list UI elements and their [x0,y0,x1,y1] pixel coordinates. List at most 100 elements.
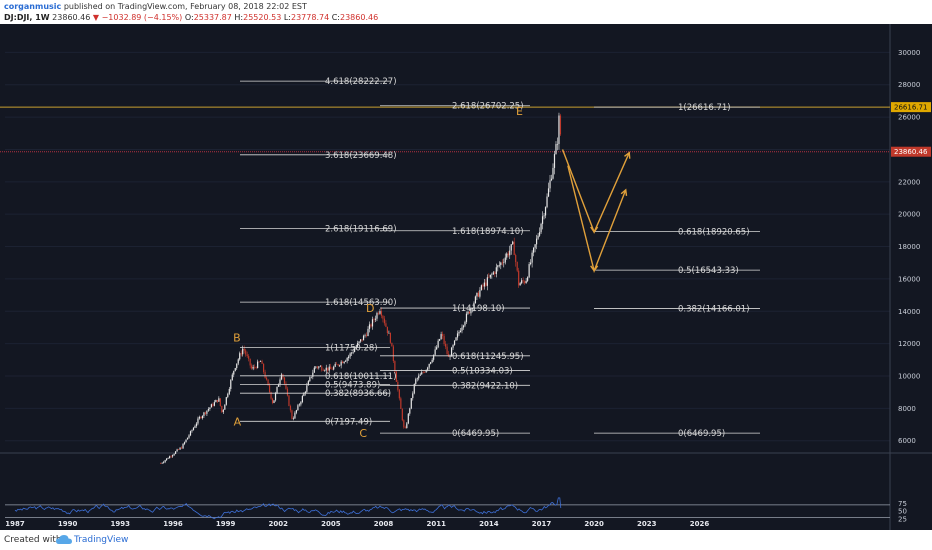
candle-body [215,399,217,403]
candle-body [310,376,312,378]
candle-body [512,241,514,245]
candle-body [450,347,453,357]
wave-labels: A B C D E [233,105,523,440]
fib-label: 0(6469.95) [452,429,499,439]
fib-label: 0.618(18920.65) [678,228,750,238]
candle-body [280,374,283,380]
fib-label: 2.618(19116.69) [325,224,397,234]
candle-body [325,367,327,371]
candle-body [307,381,309,386]
candle-body [336,363,338,365]
candle-body [289,405,292,411]
candle-body [265,377,268,380]
candle-body [444,343,447,347]
candle-body [164,460,166,463]
candle-body [295,410,298,413]
candle-body [534,244,536,248]
x-tick-label: 1993 [111,520,131,528]
candle-body [349,353,351,357]
price-chart[interactable]: 4.618(28222.27) 3.618(23669.48) 2.618(1911… [0,24,932,530]
candle-body [489,274,491,278]
price-tick-label: 14000 [898,308,920,316]
fib-label: 0.382(8936.66) [325,389,391,399]
candle-body [549,180,551,189]
candle-body [271,398,274,404]
candle-body [304,391,306,394]
candle-body [527,277,529,281]
candle-body [218,398,220,402]
candle-body [251,365,253,369]
candle-body [477,292,480,297]
candle-body [189,431,192,436]
candle-body [452,345,454,348]
candle-body [191,430,193,432]
candle-series [160,112,562,465]
candle-body [530,262,532,265]
candle-body [353,348,356,352]
x-tick-label: 1999 [216,520,236,528]
candle-body [200,416,202,419]
candle-body [371,319,374,327]
candle-body [279,379,281,385]
candle-body [430,362,432,364]
candle-body [506,253,508,258]
candle-body [404,427,406,429]
x-tick-label: 2026 [690,520,710,528]
candle-body [498,265,500,266]
candle-body [425,369,427,373]
candle-body [471,308,474,310]
fib-levels: 4.618(28222.27) 3.618(23669.48) 2.618(1911… [240,77,760,439]
candle-body [209,407,211,410]
price-tick-label: 10000 [898,372,920,380]
candle-body [237,359,239,364]
candle-body [230,380,232,389]
candle-body [331,369,333,370]
candle-body [382,315,384,319]
fib-label: 1.618(18974.10) [452,227,524,237]
candle-body [540,223,542,233]
candle-body [297,405,299,411]
fib-label: 0(6469.95) [678,429,725,439]
candle-body [519,283,521,286]
candle-body [424,372,426,373]
fib-label: 0.618(11245.95) [452,352,524,362]
candle-body [330,366,332,370]
candle-body [546,196,548,208]
candle-body [524,281,526,284]
candle-body [171,455,174,457]
candle-body [418,375,420,379]
candle-body [276,386,278,394]
candle-body [294,412,296,419]
candle-body [533,247,535,253]
candle-body [169,456,171,459]
candle-body [195,423,198,427]
close-value: 23860.46 [340,13,379,22]
author-name[interactable]: corganmusic [4,2,62,11]
tradingview-link[interactable]: TradingView [74,535,129,545]
candle-body [456,333,459,338]
candle-body [180,447,183,449]
candle-body [364,335,366,336]
price-tick-label: 8000 [898,405,916,413]
rsi-line [14,497,562,520]
candle-body [315,366,317,368]
arrowhead-icon [620,188,628,196]
candle-body [413,383,415,394]
candle-body [389,332,391,343]
candle-body [509,250,511,256]
candle-body [318,366,320,368]
candle-body [339,365,341,367]
candle-body [436,347,438,350]
price-change: −1032.89 (−4.15%) [101,13,183,22]
wave-label-a: A [234,415,242,428]
fib-label: 2.618(26702.25) [452,102,524,112]
arrowhead-icon [590,226,599,234]
candle-body [221,405,223,413]
candle-body [313,367,315,373]
fib-label: 1(14198.10) [452,304,505,314]
candle-body [558,115,560,144]
candle-body [277,384,280,387]
candle-body [544,207,547,216]
candle-body [516,262,518,271]
candle-body [458,332,460,334]
